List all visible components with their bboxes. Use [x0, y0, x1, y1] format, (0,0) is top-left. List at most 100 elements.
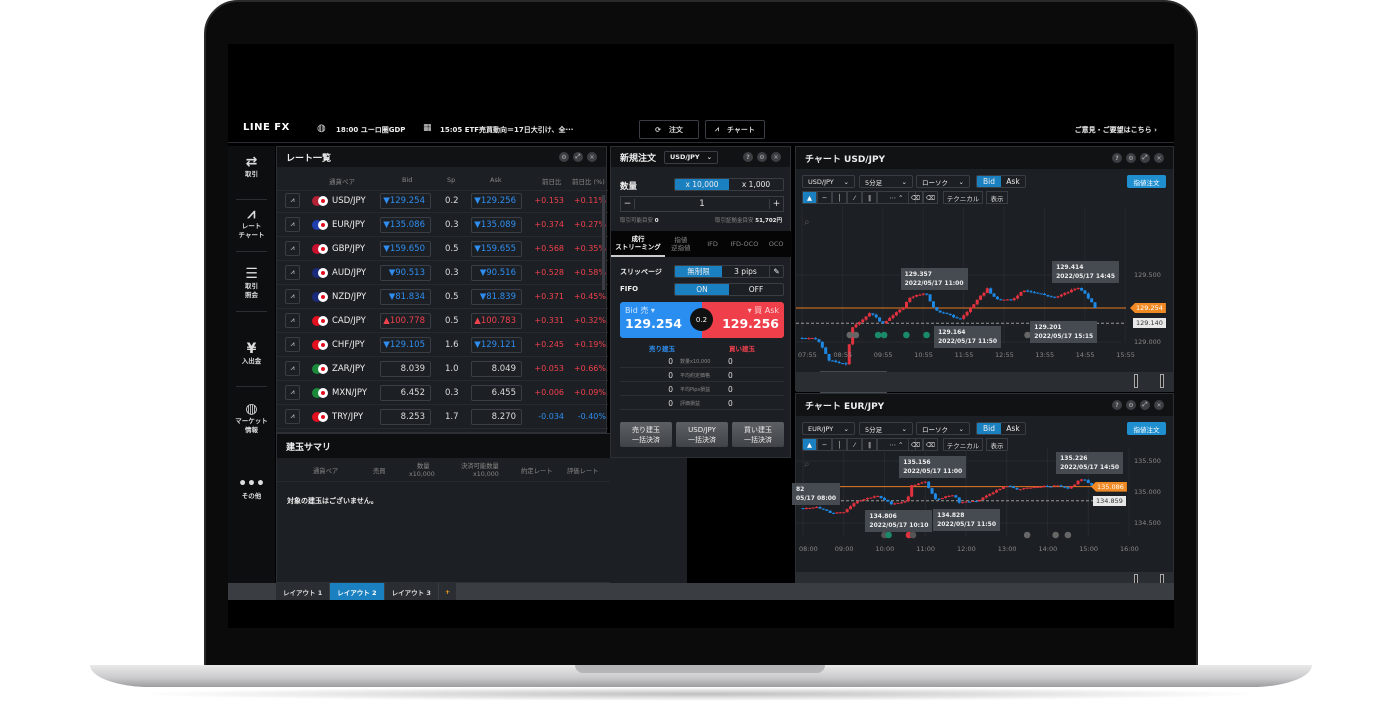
chart-icon[interactable]: ⩘ — [285, 217, 300, 232]
order-tab[interactable]: IFD-OCO — [730, 240, 759, 248]
eraser-icon[interactable]: ⌫ — [908, 191, 923, 204]
ask-price[interactable]: ▼ 81.839 — [471, 289, 522, 305]
rate-row[interactable]: ⩘ EUR/JPY ▼ 135.086 0.3 ▼ 135.089 +0.374… — [277, 213, 608, 237]
display-button[interactable]: 表示 — [986, 191, 1008, 204]
bid-price[interactable]: 8.253 — [380, 409, 431, 425]
parallel-line-icon[interactable]: ∥ — [862, 191, 877, 204]
more-tools-icon[interactable]: ⋯ ⌃ — [877, 191, 916, 204]
chart-icon[interactable]: ⩘ — [285, 385, 300, 400]
settings-icon[interactable]: ⚙ — [757, 152, 767, 162]
rate-row[interactable]: ⩘ GBP/JPY ▼ 159.650 0.5 ▼ 159.655 +0.568… — [277, 237, 608, 261]
fifo-off[interactable]: OFF — [748, 285, 764, 294]
rate-row[interactable]: ⩘ CAD/JPY ▲ 100.778 0.5 ▲ 100.783 +0.331… — [277, 309, 608, 333]
rate-row[interactable]: ⩘ TRY/JPY 8.253 1.7 8.270 -0.034 -0.40% — [277, 405, 608, 429]
limit-order-button[interactable]: 指値注文 — [1127, 175, 1166, 188]
bid-price[interactable]: ▼ 129.105 — [380, 337, 431, 353]
eraser-icon[interactable]: ⌫ — [908, 438, 923, 451]
bid-price[interactable]: ▼ 81.834 — [380, 289, 431, 305]
minus-button[interactable]: − — [621, 199, 635, 209]
limit-order-button[interactable]: 指値注文 — [1127, 422, 1166, 435]
bid-toggle[interactable]: Bid — [977, 423, 1001, 434]
close-icon[interactable]: ✕ — [1154, 400, 1164, 410]
ask-price[interactable]: 6.455 — [471, 385, 522, 401]
ask-price[interactable]: 8.049 — [471, 361, 522, 377]
ask-price[interactable]: ▲ 100.783 — [471, 313, 522, 329]
bid-price[interactable]: ▲ 100.778 — [380, 313, 431, 329]
ask-price[interactable]: ▼ 129.121 — [471, 337, 522, 353]
expand-icon[interactable]: ⤢ — [1140, 153, 1150, 163]
close-icon[interactable]: ✕ — [587, 152, 597, 162]
sidebar-item-5[interactable]: ••• その他 — [228, 476, 275, 501]
slippage-pips[interactable]: 3 pips — [734, 267, 757, 276]
sidebar-item-1[interactable]: ⩘ レート チャート — [228, 206, 275, 240]
fifo-on[interactable]: ON — [675, 284, 729, 295]
close-icon[interactable]: ✕ — [771, 152, 781, 162]
chart-navigator[interactable] — [796, 572, 1174, 584]
trend-line-icon[interactable]: ⁄ — [847, 191, 862, 204]
settings-icon[interactable]: ⚙ — [1126, 400, 1136, 410]
ask-price[interactable]: ▼ 159.655 — [471, 241, 522, 257]
period-select[interactable]: 5分足 ⌄ — [859, 175, 913, 188]
ask-price[interactable]: ▼ 135.089 — [471, 217, 522, 233]
ask-toggle[interactable]: Ask — [1006, 424, 1020, 433]
parallel-line-icon[interactable]: ∥ — [862, 438, 877, 451]
settings-icon[interactable]: ⚙ — [559, 152, 569, 162]
bid-price[interactable]: ▼ 159.650 — [380, 241, 431, 257]
news-item[interactable]: 18:00 ユーロ圏GDP — [336, 126, 406, 134]
bulk-settle-button[interactable]: 買い建玉 一括決済 — [732, 422, 784, 447]
rate-row[interactable]: ⩘ AUD/JPY ▼ 90.513 0.3 ▼ 90.516 +0.528 +… — [277, 261, 608, 285]
vertical-line-icon[interactable]: │ — [832, 438, 847, 451]
unit-1000[interactable]: x 1,000 — [741, 180, 771, 189]
plus-button[interactable]: + — [769, 199, 783, 209]
order-tab[interactable]: IFD — [707, 240, 718, 248]
more-tools-icon[interactable]: ⋯ ⌃ — [877, 438, 916, 451]
horizontal-line-icon[interactable]: ─ — [817, 438, 832, 451]
ask-price[interactable]: ▼ 129.256 — [471, 193, 522, 209]
eraser-all-icon[interactable]: ⌫ — [923, 438, 938, 451]
pair-select[interactable]: EUR/JPY ⌄ — [802, 422, 855, 435]
pair-select[interactable]: USD/JPY ⌄ — [664, 150, 719, 164]
vertical-line-icon[interactable]: │ — [832, 191, 847, 204]
pair-select[interactable]: USD/JPY ⌄ — [802, 175, 855, 188]
chart-icon[interactable]: ⩘ — [285, 193, 300, 208]
navigator-handle-left[interactable] — [1134, 374, 1138, 388]
sidebar-item-3[interactable]: ¥ 入出金 — [228, 341, 275, 366]
edit-icon[interactable]: ✎ — [769, 266, 783, 277]
sell-button[interactable]: Bid 売 ▾ 129.254 — [620, 302, 702, 338]
settings-icon[interactable]: ⚙ — [1126, 153, 1136, 163]
chart-icon[interactable]: ⩘ — [285, 313, 300, 328]
chart-button[interactable]: ⩘ チャート — [705, 120, 765, 139]
rate-row[interactable]: ⩘ CHF/JPY ▼ 129.105 1.6 ▼ 129.121 +0.245… — [277, 333, 608, 357]
ask-toggle[interactable]: Ask — [1006, 177, 1020, 186]
layout-tab[interactable]: レイアウト 1 — [276, 583, 330, 600]
bid-price[interactable]: ▼ 135.086 — [380, 217, 431, 233]
order-tab[interactable]: 成行 ストリーミング — [611, 231, 665, 257]
display-button[interactable]: 表示 — [986, 438, 1008, 451]
expand-icon[interactable]: ⤢ — [573, 152, 583, 162]
quantity-stepper[interactable]: − 1 + — [620, 196, 784, 212]
order-button[interactable]: ⟳ 注文 — [639, 120, 699, 139]
chart-icon[interactable]: ⩘ — [285, 337, 300, 352]
chart-navigator[interactable] — [796, 372, 1174, 392]
buy-button[interactable]: ▾ 買 Ask 129.256 — [702, 302, 784, 338]
bid-toggle[interactable]: Bid — [977, 176, 1001, 187]
layout-tab[interactable]: + — [438, 583, 457, 600]
sidebar-item-2[interactable]: ☰ 取引 照会 — [228, 266, 275, 300]
ask-price[interactable]: 8.270 — [471, 409, 522, 425]
navigator-handle-right[interactable] — [1160, 374, 1164, 388]
chart-type-select[interactable]: ローソク ⌄ — [916, 175, 970, 188]
quantity-input[interactable]: 1 — [699, 199, 705, 209]
bid-price[interactable]: ▼ 129.254 — [380, 193, 431, 209]
cursor-tool-icon[interactable]: ▲ — [802, 438, 817, 451]
layout-tab[interactable]: レイアウト 3 — [384, 583, 438, 600]
rate-row[interactable]: ⩘ ZAR/JPY 8.039 1.0 8.049 +0.053 +0.66% — [277, 357, 608, 381]
order-tab[interactable]: OCO — [768, 240, 784, 248]
expand-icon[interactable]: ⤢ — [1140, 400, 1150, 410]
close-icon[interactable]: ✕ — [1154, 153, 1164, 163]
sidebar-item-0[interactable]: ⇄ 取引 — [228, 154, 275, 179]
chart-type-select[interactable]: ローソク ⌄ — [916, 422, 970, 435]
horizontal-line-icon[interactable]: ─ — [817, 191, 832, 204]
news-item[interactable]: 15:05 ETF売買動向＝17日大引け、全··· — [440, 126, 574, 134]
chart-icon[interactable]: ⩘ — [285, 289, 300, 304]
chart-icon[interactable]: ⩘ — [285, 361, 300, 376]
